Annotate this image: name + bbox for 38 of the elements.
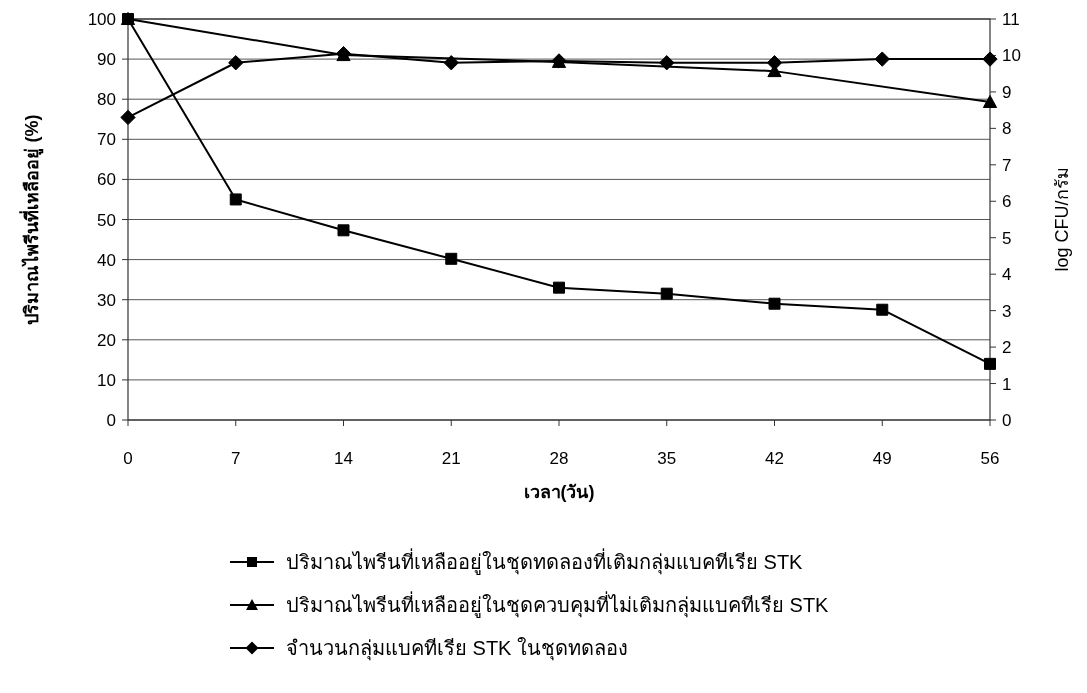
y-tick-label: 40: [97, 250, 116, 270]
y-tick-label: 90: [97, 50, 116, 70]
y-tick-label: 60: [97, 170, 116, 190]
y2-tick-label: 9: [1002, 82, 1012, 102]
x-tick-label: 0: [123, 449, 133, 468]
y2-tick-label: 1: [1002, 374, 1012, 394]
x-tick-label: 14: [334, 449, 353, 468]
y2-tick-label: 5: [1002, 228, 1012, 248]
y2-tick-label: 3: [1002, 301, 1012, 321]
legend-label: ปริมาณไพรีนที่เหลืออยู่ในชุดทดลองที่เติมกลุ่มแบคทีเรีย STK: [286, 548, 804, 575]
y2-tick-label: 10: [1002, 46, 1021, 66]
y-tick-label: 50: [97, 210, 116, 230]
y2-tick-label: 8: [1002, 119, 1012, 139]
y-tick-label: 30: [97, 290, 116, 310]
y-tick-label: 80: [97, 90, 116, 110]
y2-tick-label: 7: [1002, 155, 1012, 175]
y2-tick-label: 0: [1002, 411, 1012, 430]
y-tick-label: 0: [106, 411, 116, 430]
y2-tick-label: 4: [1002, 265, 1012, 285]
y-tick-label: 20: [97, 330, 116, 350]
y-axis-title: ปริมาณไพรีนที่เหลืออยู่ (%): [19, 114, 44, 325]
y2-axis-title: log CFU/กรัม: [1052, 167, 1072, 272]
x-tick-label: 42: [765, 449, 784, 468]
x-tick-label: 56: [980, 449, 1000, 468]
y2-tick-label: 11: [1002, 10, 1020, 29]
y-tick-label: 10: [97, 370, 116, 390]
x-tick-label: 49: [872, 449, 892, 468]
x-axis-title: เวลา(วัน): [523, 482, 595, 502]
y2-tick-label: 2: [1002, 338, 1012, 358]
y2-tick-label: 6: [1002, 192, 1012, 212]
x-tick-label: 35: [657, 449, 677, 468]
x-tick-label: 21: [441, 449, 461, 468]
y-tick-label: 70: [97, 130, 116, 150]
legend-label: จำนวนกลุ่มแบคทีเรีย STK ในชุดทดลอง: [286, 637, 629, 661]
x-tick-label: 7: [231, 449, 241, 468]
x-tick-label: 28: [549, 449, 569, 468]
legend-label: ปริมาณไพรีนที่เหลืออยู่ในชุดควบคุมที่ไม่เติมกลุ่มแบคทีเรีย STK: [286, 591, 830, 618]
y-tick-label: 100: [87, 10, 116, 29]
